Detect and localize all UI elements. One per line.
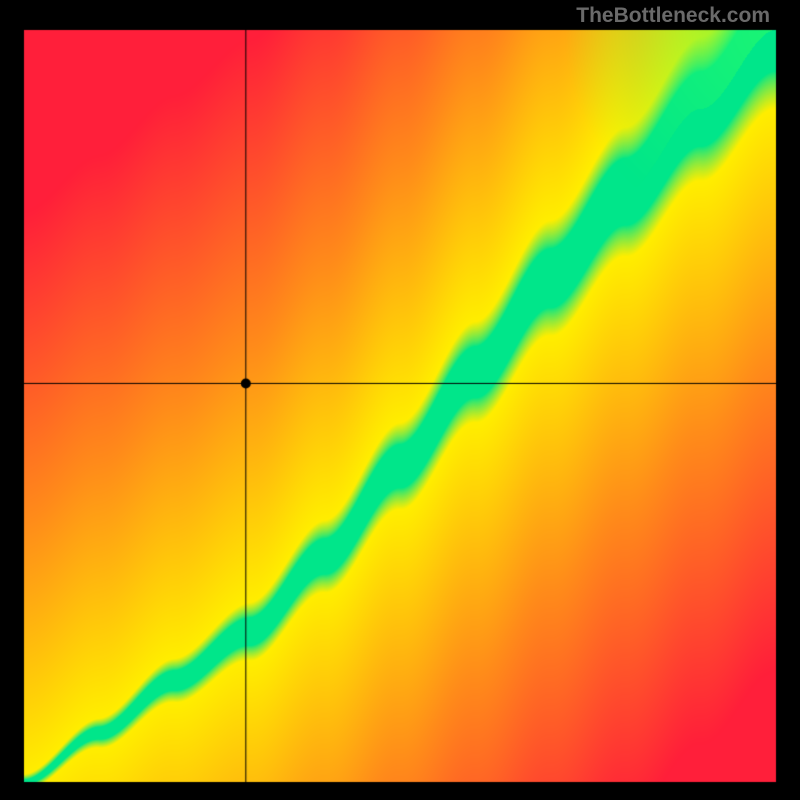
bottleneck-heatmap [0, 0, 800, 800]
chart-container: TheBottleneck.com [0, 0, 800, 800]
watermark-text: TheBottleneck.com [576, 4, 770, 28]
